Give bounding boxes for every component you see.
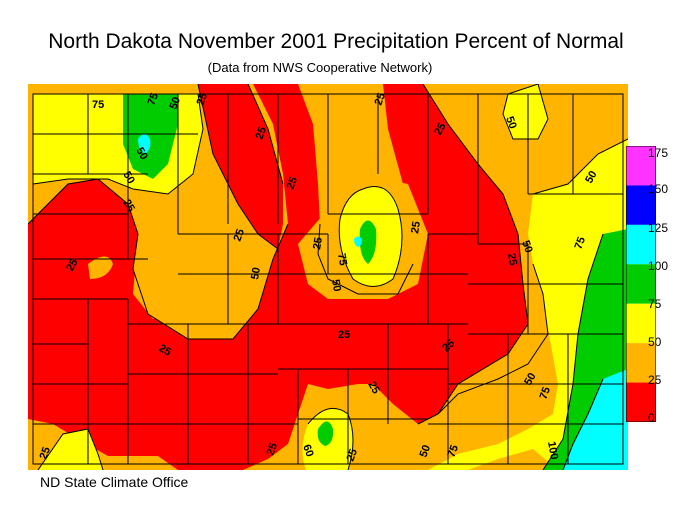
- zone-50-75-southwest: [38, 429, 103, 470]
- contour-lines: [28, 84, 628, 470]
- zone-100-125-east: [563, 369, 628, 470]
- legend-label-175: 175: [648, 146, 669, 160]
- legend-label-25: 25: [648, 373, 662, 387]
- zone-75-100-center-pocket: [359, 220, 377, 264]
- legend-swatch-75-100: [626, 264, 656, 304]
- contour-label: 25: [64, 257, 81, 274]
- contour-label: 75: [146, 91, 161, 107]
- contour-label: 25: [157, 342, 174, 359]
- legend-color-bar: [626, 146, 656, 422]
- contour-label: 50: [120, 170, 137, 187]
- contour-label: 75: [335, 252, 349, 266]
- legend-swatch-100-125: [626, 224, 656, 265]
- zone-25-50-plain-island: [133, 224, 178, 319]
- contour-label: 25: [232, 227, 247, 243]
- contour-label: 25: [373, 91, 388, 107]
- contour-label: 25: [409, 220, 423, 234]
- contour-label: 25: [345, 447, 360, 463]
- legend-swatch-50-75: [626, 303, 656, 344]
- contour-label: 25: [311, 236, 325, 250]
- contour-label: 50: [503, 115, 518, 131]
- contour-label: 50: [168, 95, 183, 111]
- contour-label: 50: [418, 443, 433, 459]
- legend-swatch-150-175: [626, 146, 656, 186]
- contour-label: 25: [432, 121, 449, 138]
- contour-label: 50: [522, 371, 539, 388]
- contour-label: 25: [254, 125, 269, 141]
- zone-100-125-center-dot: [354, 236, 362, 247]
- contour-label: 75: [538, 385, 553, 401]
- zone-0-25-center-arm: [198, 84, 283, 249]
- contour-label: 50: [249, 266, 263, 280]
- contour-label: 75: [573, 235, 588, 251]
- contour-label: 25: [365, 380, 382, 397]
- county-boundaries: [32, 93, 624, 465]
- map-subtitle: (Data from NWS Cooperative Network): [207, 60, 433, 75]
- zone-75-100-south-pocket: [317, 421, 334, 446]
- contour-label: 60: [300, 443, 315, 459]
- contour-label: 25: [338, 329, 350, 341]
- contour-label: 25: [38, 445, 53, 461]
- contour-label: 75: [446, 443, 461, 459]
- legend-label-0: 0: [648, 411, 655, 425]
- legend-swatch-25-50: [626, 343, 656, 383]
- zone-25-50-east-band: [398, 324, 558, 470]
- legend-label-100: 100: [648, 259, 669, 273]
- legend-swatch-0-25: [626, 382, 656, 422]
- zone-75-100-northwest-pocket: [123, 94, 178, 179]
- legend-swatches: [626, 146, 656, 422]
- contour-label: 50: [133, 146, 150, 163]
- contour-label: 75: [92, 99, 104, 111]
- contour-label: 50: [329, 278, 343, 292]
- zone-100-125-northwest-dot: [138, 134, 151, 154]
- contour-label: 25: [195, 91, 210, 107]
- legend-swatch-125-150: [626, 185, 656, 225]
- contour-label: 25: [285, 175, 300, 191]
- zone-25-50-west-island: [88, 256, 113, 279]
- contour-label: 25: [120, 198, 137, 215]
- contour-label: 25: [505, 252, 519, 266]
- contour-label: 50: [583, 169, 600, 186]
- legend-label-50: 50: [648, 335, 662, 349]
- legend-label-125: 125: [648, 221, 669, 235]
- legend-label-150: 150: [648, 182, 669, 196]
- contour-label: 100: [545, 440, 560, 460]
- contour-labels: 75 75 50 25 50 25 25 25 25 25 25 25 75 5…: [38, 91, 600, 463]
- legend-label-75: 75: [648, 297, 662, 311]
- contour-label: 25: [265, 441, 280, 457]
- map-title: North Dakota November 2001 Precipitation…: [48, 30, 624, 53]
- contour-label: 50: [519, 239, 534, 255]
- zone-50-75-northeast: [503, 84, 548, 139]
- credit-text: ND State Climate Office: [40, 474, 189, 490]
- precipitation-map: 75 75 50 25 50 25 25 25 25 25 25 25 75 5…: [28, 84, 628, 470]
